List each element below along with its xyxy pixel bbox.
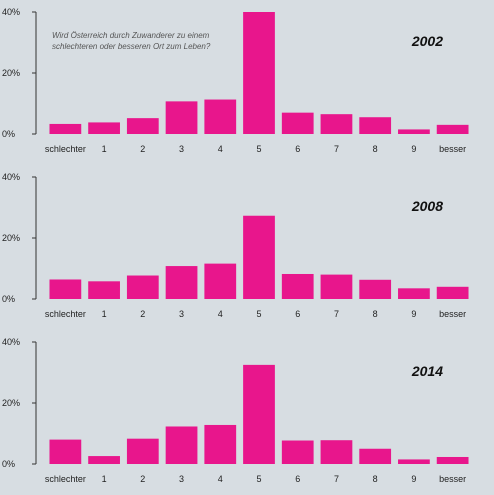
y-tick-label: 40% <box>2 172 20 182</box>
category-label: 9 <box>411 309 416 319</box>
category-label: besser <box>439 474 466 484</box>
bar-3 <box>165 266 198 299</box>
bar-1 <box>88 281 120 299</box>
bar-schlechter <box>49 123 82 134</box>
category-label: schlechter <box>45 309 86 319</box>
category-label: besser <box>439 144 466 154</box>
chart-panel-2008: 0% 20% 40% schlechter 1 2 3 4 5 6 7 8 9 besser 2008 <box>2 172 469 319</box>
bar-2 <box>126 275 159 299</box>
bar-8 <box>359 279 392 299</box>
bar-7 <box>320 440 353 464</box>
category-label: 9 <box>411 144 416 154</box>
question-text: Wird Österreich durch Zuwanderer zu eine… <box>52 31 210 40</box>
question-text: schlechteren oder besseren Ort zum Leben… <box>52 42 211 51</box>
bar-9 <box>398 129 430 134</box>
category-label: 4 <box>218 474 223 484</box>
y-tick-label: 20% <box>2 68 20 78</box>
category-label: 7 <box>334 144 339 154</box>
year-title: 2014 <box>411 363 443 379</box>
bar-9 <box>398 288 430 299</box>
category-label: 3 <box>179 309 184 319</box>
category-label: 6 <box>295 309 300 319</box>
category-label: besser <box>439 309 466 319</box>
category-label: 2 <box>140 144 145 154</box>
y-tick-label: 40% <box>2 337 20 347</box>
category-label: 5 <box>256 474 261 484</box>
bar-4 <box>204 263 237 299</box>
category-label: 5 <box>256 144 261 154</box>
year-title: 2002 <box>411 33 443 49</box>
bar-6 <box>281 440 314 464</box>
bar-6 <box>281 273 314 299</box>
bar-2 <box>126 118 159 134</box>
category-label: 8 <box>373 474 378 484</box>
y-tick-label: 40% <box>2 7 20 17</box>
bar-besser <box>436 456 469 464</box>
bar-3 <box>165 101 198 134</box>
category-label: 2 <box>140 474 145 484</box>
bar-6 <box>281 112 314 134</box>
bar-besser <box>436 286 469 299</box>
chart-panel-2002: 0% 20% 40% schlechter 1 2 3 4 5 6 7 8 9 besser 2002 Wir… <box>2 7 469 154</box>
category-label: 8 <box>373 309 378 319</box>
year-title: 2008 <box>411 198 443 214</box>
bar-1 <box>88 456 120 464</box>
bar-7 <box>320 274 353 299</box>
y-tick-label: 20% <box>2 233 20 243</box>
category-label: 6 <box>295 474 300 484</box>
bar-1 <box>88 122 120 134</box>
bar-8 <box>359 448 392 464</box>
category-label: 5 <box>256 309 261 319</box>
category-label: schlechter <box>45 474 86 484</box>
y-tick-label: 0% <box>2 459 15 469</box>
category-label: 3 <box>179 474 184 484</box>
category-label: 2 <box>140 309 145 319</box>
y-tick-label: 0% <box>2 129 15 139</box>
bar-9 <box>398 459 430 464</box>
bar-4 <box>204 424 237 464</box>
bar-8 <box>359 117 392 134</box>
bar-4 <box>204 99 237 134</box>
category-label: 1 <box>102 474 107 484</box>
bar-5 <box>243 215 275 299</box>
category-label: 6 <box>295 144 300 154</box>
category-label: 4 <box>218 309 223 319</box>
bar-besser <box>436 124 469 134</box>
y-tick-label: 20% <box>2 398 20 408</box>
category-label: 7 <box>334 474 339 484</box>
category-label: schlechter <box>45 144 86 154</box>
bar-3 <box>165 426 198 464</box>
bar-5 <box>243 12 275 134</box>
bar-schlechter <box>49 439 82 464</box>
category-label: 4 <box>218 144 223 154</box>
y-tick-label: 0% <box>2 294 15 304</box>
bar-5 <box>243 364 275 464</box>
bar-7 <box>320 114 353 134</box>
category-label: 8 <box>373 144 378 154</box>
category-label: 1 <box>102 309 107 319</box>
category-label: 9 <box>411 474 416 484</box>
category-label: 7 <box>334 309 339 319</box>
bar-schlechter <box>49 279 82 299</box>
category-label: 1 <box>102 144 107 154</box>
category-label: 3 <box>179 144 184 154</box>
chart-panel-2014: 0% 20% 40% schlechter 1 2 3 4 5 6 7 8 9 besser 2014 <box>2 337 469 484</box>
bar-2 <box>126 438 159 464</box>
